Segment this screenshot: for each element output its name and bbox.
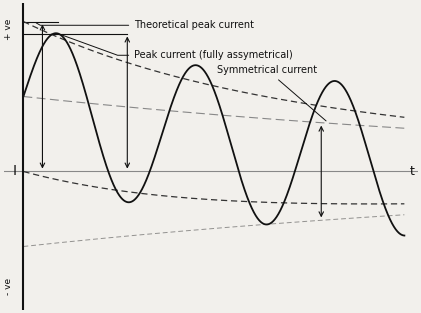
Text: + ve: + ve (4, 19, 13, 40)
Text: Theoretical peak current: Theoretical peak current (36, 20, 254, 30)
Text: I: I (13, 165, 17, 178)
Text: t: t (410, 165, 415, 178)
Text: - ve: - ve (4, 278, 13, 295)
Text: Symmetrical current: Symmetrical current (217, 65, 326, 121)
Text: Peak current (fully assymetrical): Peak current (fully assymetrical) (61, 34, 293, 60)
